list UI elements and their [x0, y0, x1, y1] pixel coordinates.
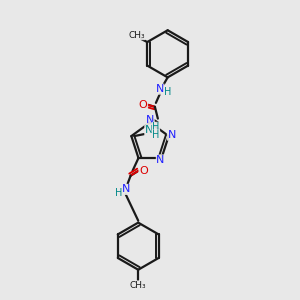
Text: N: N	[156, 84, 164, 94]
Text: H: H	[152, 122, 160, 132]
Text: H: H	[152, 130, 160, 140]
Text: N: N	[167, 130, 176, 140]
Text: CH₃: CH₃	[128, 31, 145, 40]
Text: CH₃: CH₃	[130, 281, 146, 290]
Text: O: O	[139, 100, 148, 110]
Text: N: N	[122, 184, 130, 194]
Text: H: H	[164, 87, 171, 97]
Text: O: O	[139, 166, 148, 176]
Text: N: N	[156, 155, 165, 165]
Text: N: N	[145, 125, 153, 135]
Text: N: N	[146, 115, 154, 124]
Text: H: H	[115, 188, 122, 198]
